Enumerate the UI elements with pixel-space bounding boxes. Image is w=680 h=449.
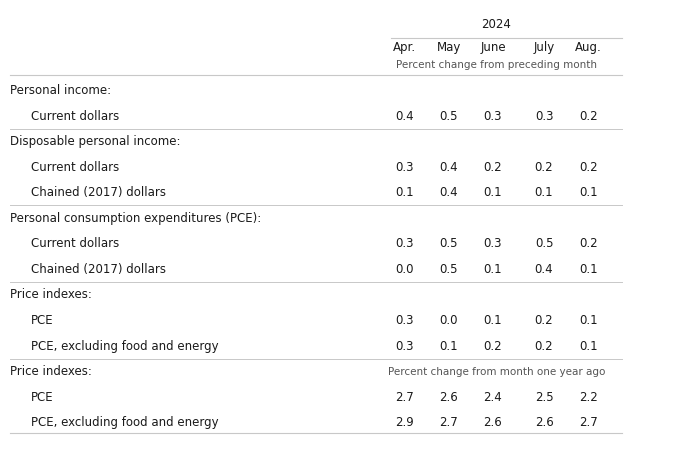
Text: 2.7: 2.7 xyxy=(395,391,414,404)
Text: 0.2: 0.2 xyxy=(534,339,554,352)
Text: 0.1: 0.1 xyxy=(483,186,503,199)
Text: 2.2: 2.2 xyxy=(579,391,598,404)
Text: 2.9: 2.9 xyxy=(395,416,414,429)
Text: PCE, excluding food and energy: PCE, excluding food and energy xyxy=(31,339,218,352)
Text: 0.2: 0.2 xyxy=(534,161,554,174)
Text: Price indexes:: Price indexes: xyxy=(10,288,92,301)
Text: Apr.: Apr. xyxy=(393,41,416,53)
Text: 0.4: 0.4 xyxy=(395,110,414,123)
Text: 0.0: 0.0 xyxy=(395,263,414,276)
Text: 2.4: 2.4 xyxy=(483,391,503,404)
Text: 0.2: 0.2 xyxy=(483,339,503,352)
Text: 0.1: 0.1 xyxy=(579,263,598,276)
Text: 2.6: 2.6 xyxy=(483,416,503,429)
Text: 0.3: 0.3 xyxy=(395,314,414,327)
Text: 0.1: 0.1 xyxy=(483,314,503,327)
Text: Current dollars: Current dollars xyxy=(31,238,119,251)
Text: 0.2: 0.2 xyxy=(579,161,598,174)
Text: Personal consumption expenditures (PCE):: Personal consumption expenditures (PCE): xyxy=(10,212,261,225)
Text: 0.3: 0.3 xyxy=(534,110,554,123)
Text: Aug.: Aug. xyxy=(575,41,602,53)
Text: 0.5: 0.5 xyxy=(439,263,458,276)
Text: 0.1: 0.1 xyxy=(534,186,554,199)
Text: 0.5: 0.5 xyxy=(439,110,458,123)
Text: 0.1: 0.1 xyxy=(579,186,598,199)
Text: Chained (2017) dollars: Chained (2017) dollars xyxy=(31,263,166,276)
Text: 0.2: 0.2 xyxy=(483,161,503,174)
Text: Disposable personal income:: Disposable personal income: xyxy=(10,135,181,148)
Text: 2.6: 2.6 xyxy=(439,391,458,404)
Text: 0.3: 0.3 xyxy=(483,110,503,123)
Text: Percent change from preceding month: Percent change from preceding month xyxy=(396,60,597,70)
Text: 0.3: 0.3 xyxy=(395,161,414,174)
Text: 0.5: 0.5 xyxy=(439,238,458,251)
Text: 0.3: 0.3 xyxy=(395,339,414,352)
Text: 2.6: 2.6 xyxy=(534,416,554,429)
Text: 0.3: 0.3 xyxy=(483,238,503,251)
Text: June: June xyxy=(480,41,506,53)
Text: July: July xyxy=(533,41,555,53)
Text: 0.1: 0.1 xyxy=(483,263,503,276)
Text: Percent change from month one year ago: Percent change from month one year ago xyxy=(388,367,605,377)
Text: 2.5: 2.5 xyxy=(534,391,554,404)
Text: 0.4: 0.4 xyxy=(439,186,458,199)
Text: 2024: 2024 xyxy=(481,18,511,31)
Text: 0.0: 0.0 xyxy=(439,314,458,327)
Text: Personal income:: Personal income: xyxy=(10,84,112,97)
Text: 2.7: 2.7 xyxy=(439,416,458,429)
Text: 2.7: 2.7 xyxy=(579,416,598,429)
Text: 0.2: 0.2 xyxy=(579,110,598,123)
Text: PCE: PCE xyxy=(31,391,53,404)
Text: 0.3: 0.3 xyxy=(395,238,414,251)
Text: 0.1: 0.1 xyxy=(395,186,414,199)
Text: 0.2: 0.2 xyxy=(534,314,554,327)
Text: Chained (2017) dollars: Chained (2017) dollars xyxy=(31,186,166,199)
Text: 0.5: 0.5 xyxy=(534,238,554,251)
Text: PCE: PCE xyxy=(31,314,53,327)
Text: 0.4: 0.4 xyxy=(439,161,458,174)
Text: 0.4: 0.4 xyxy=(534,263,554,276)
Text: 0.1: 0.1 xyxy=(439,339,458,352)
Text: Current dollars: Current dollars xyxy=(31,161,119,174)
Text: Price indexes:: Price indexes: xyxy=(10,365,92,378)
Text: May: May xyxy=(437,41,461,53)
Text: 0.1: 0.1 xyxy=(579,314,598,327)
Text: 0.2: 0.2 xyxy=(579,238,598,251)
Text: PCE, excluding food and energy: PCE, excluding food and energy xyxy=(31,416,218,429)
Text: 0.1: 0.1 xyxy=(579,339,598,352)
Text: Current dollars: Current dollars xyxy=(31,110,119,123)
